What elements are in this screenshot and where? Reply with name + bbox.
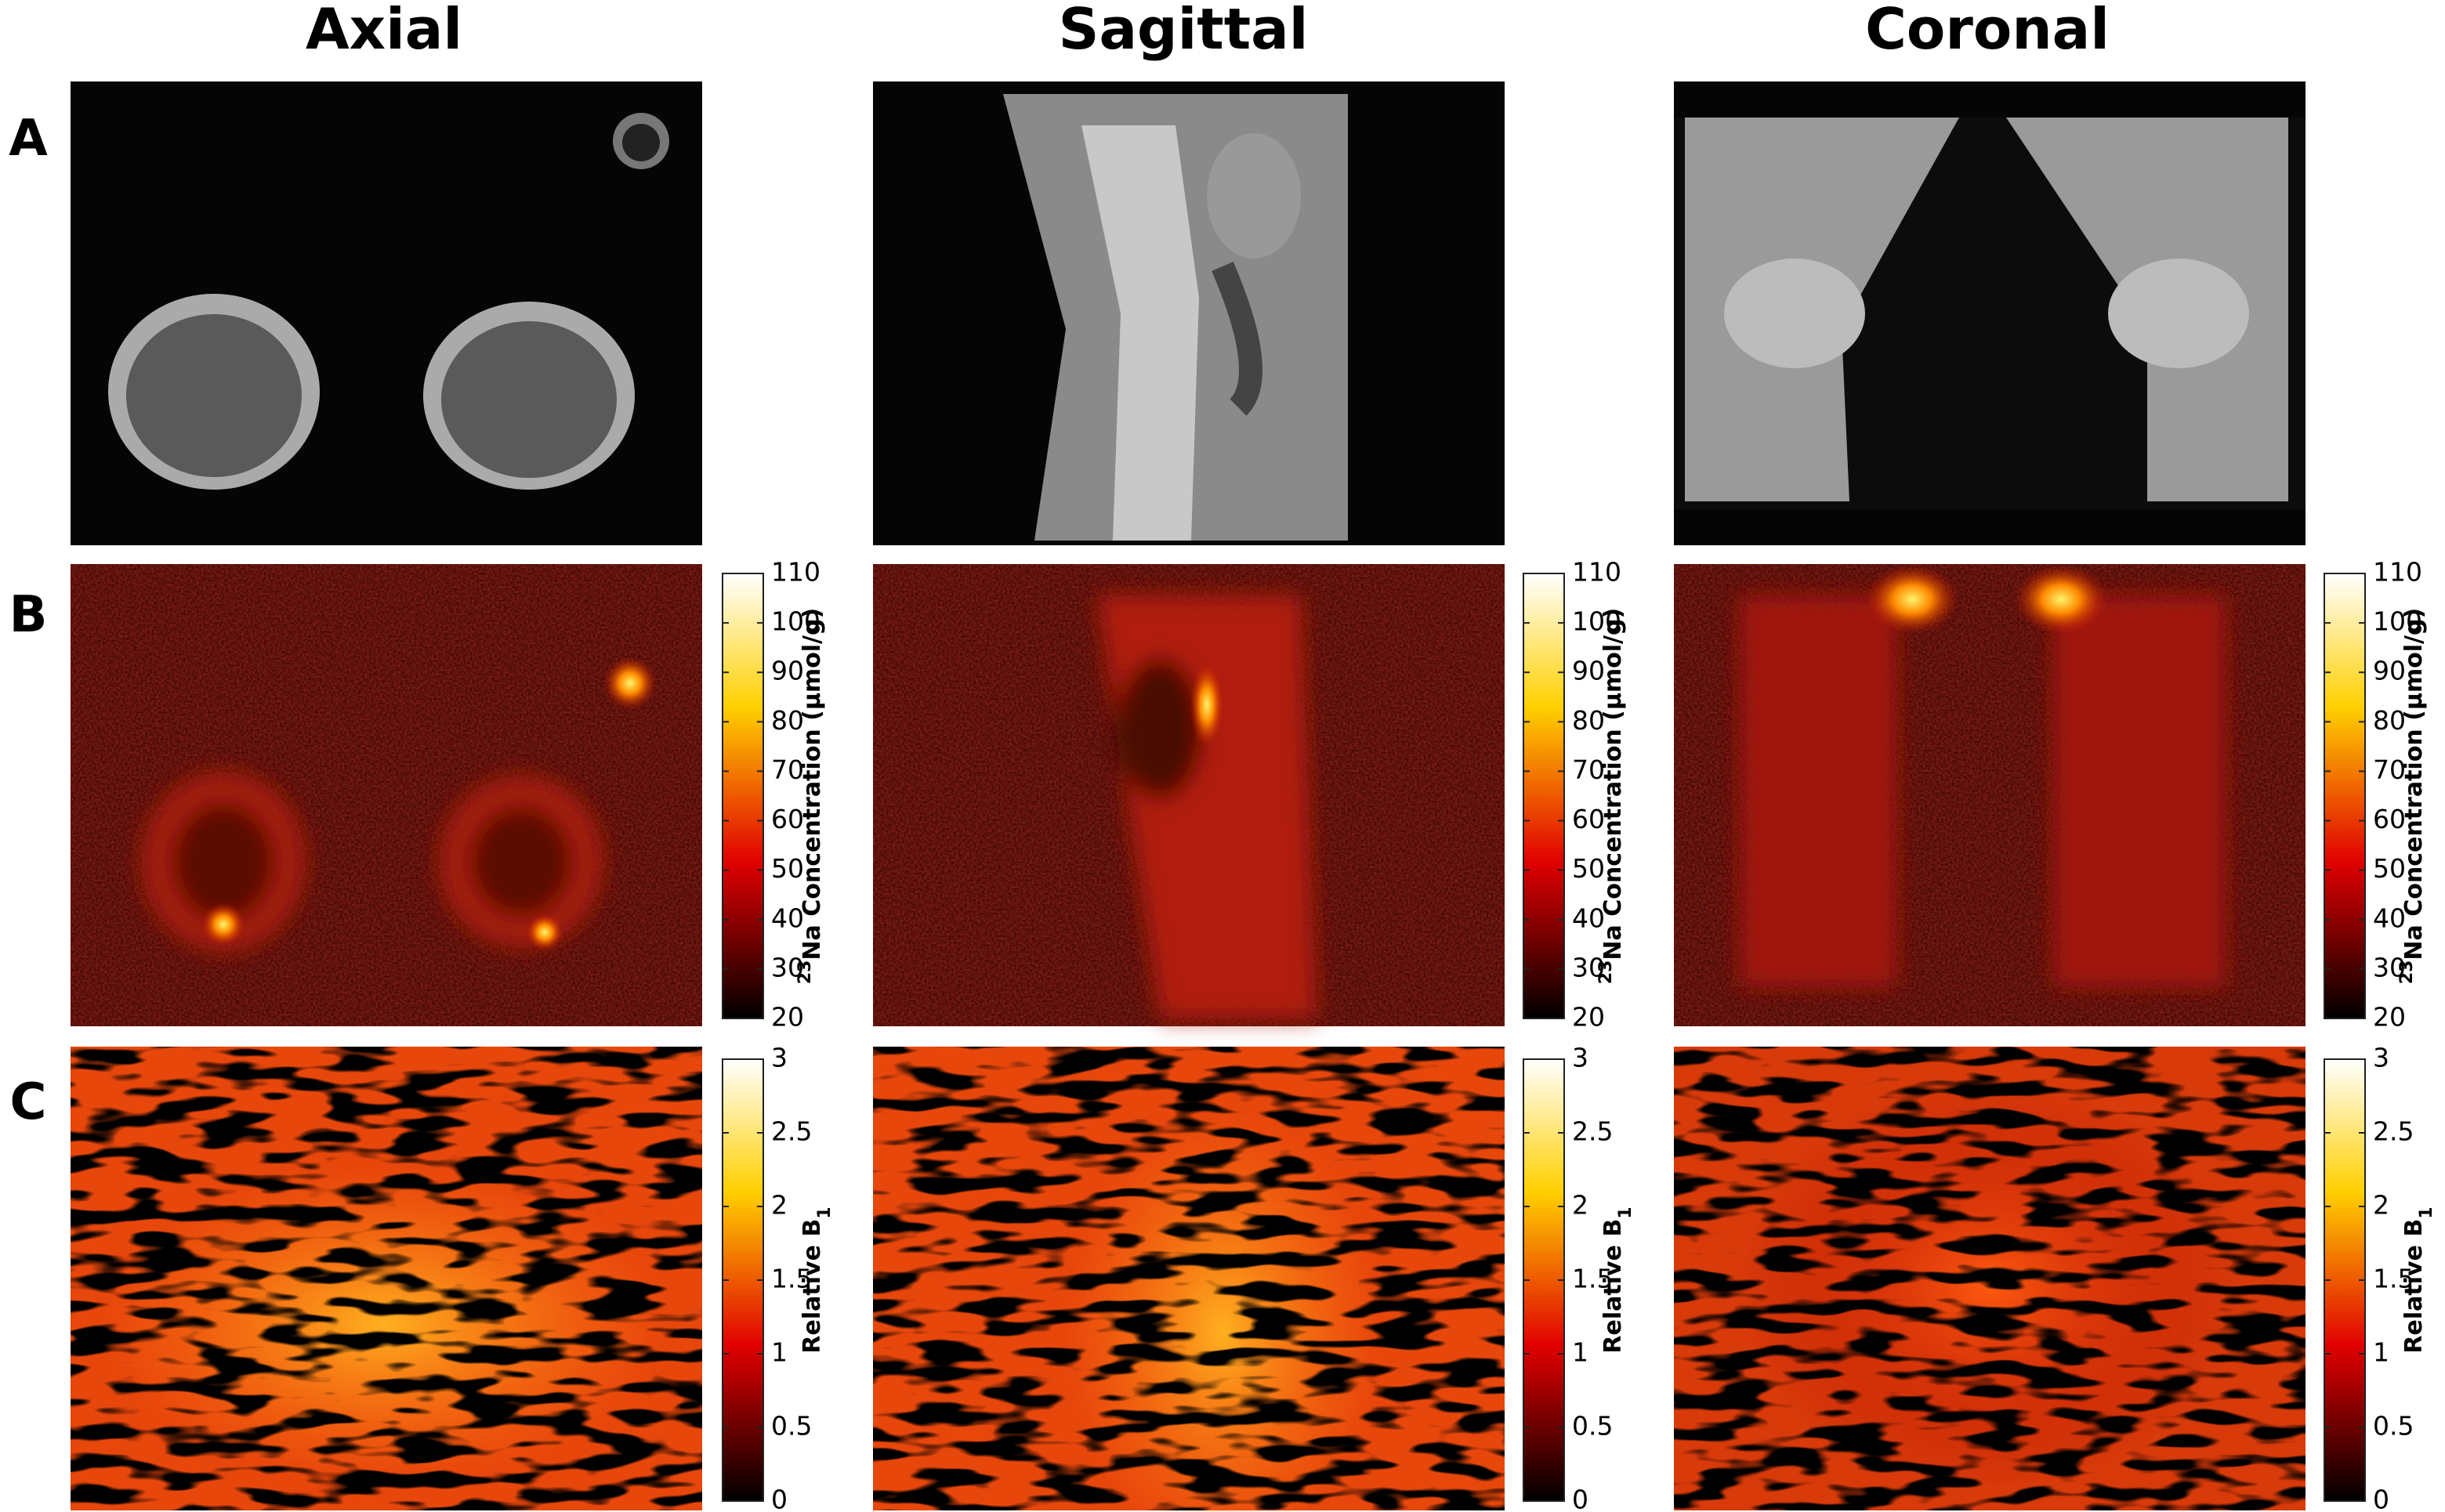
colorbar-gradient	[1523, 573, 1565, 1019]
column-title: Coronal	[1865, 0, 2110, 62]
tick-label: 0	[2373, 1485, 2389, 1512]
tick-label: 1	[2373, 1337, 2389, 1368]
tick-label: 1	[1572, 1337, 1588, 1368]
tick-label: 20	[771, 1002, 804, 1033]
tick-label: 40	[2373, 902, 2406, 933]
colorbar-gradient	[1523, 1058, 1565, 1502]
tick-label: 1.5	[1572, 1264, 1613, 1294]
colorbar-label: Relative B1	[2400, 1206, 2436, 1353]
colorbar-gradient	[722, 573, 764, 1019]
tick-label: 50	[2373, 853, 2406, 884]
tick-label: 90	[771, 656, 804, 686]
row-label: B	[9, 586, 48, 644]
label-text: Na Concentration (µmol/g)	[799, 608, 826, 960]
colorbar-gradient	[2324, 1058, 2366, 1502]
colorbar-label: 23Na Concentration (µmol/g)	[795, 608, 827, 984]
tick-label: 30	[1572, 952, 1605, 982]
colorbar: 20 30 40 50 60 70 80 90 100 110 23Na Concentration…	[2324, 557, 2428, 1033]
tick-label: 70	[1572, 754, 1605, 785]
label-superscript: 23	[1596, 960, 1616, 985]
tick-label: 60	[2373, 804, 2406, 834]
column-title: Axial	[306, 0, 462, 62]
tick-label: 2	[771, 1190, 788, 1221]
tick-label: 0.5	[2373, 1411, 2414, 1441]
tick-label: 2	[1572, 1190, 1588, 1221]
tick-label: 90	[1572, 656, 1605, 686]
label-text: Na Concentration (µmol/g)	[2400, 608, 2428, 960]
tick-label: 50	[1572, 853, 1605, 884]
label-text: Relative B	[2400, 1219, 2428, 1354]
colorbar: 20 30 40 50 60 70 80 90 100 110 23Na Concentration…	[1523, 557, 1627, 1033]
mri-sagittal	[873, 81, 1505, 545]
mri-coronal	[1674, 81, 2306, 545]
b1-map	[71, 1047, 702, 1510]
tick-label: 0	[771, 1485, 788, 1512]
colorbar: 20 30 40 50 60 70 80 90 100 110 23Na Concentration…	[722, 557, 827, 1033]
colorbar-label: 23Na Concentration (µmol/g)	[2397, 608, 2429, 984]
label-text: Na Concentration (µmol/g)	[1599, 608, 1627, 960]
tick-label: 110	[2373, 557, 2422, 588]
tick-label: 0	[1572, 1485, 1588, 1512]
tick-label: 2.5	[771, 1116, 812, 1147]
tick-label: 70	[771, 754, 804, 785]
tick-label: 110	[771, 557, 820, 588]
tick-label: 80	[771, 705, 804, 736]
tick-label: 2.5	[2373, 1116, 2414, 1147]
colorbar-label: Relative B1	[799, 1206, 835, 1353]
tick-label: 0.5	[771, 1411, 812, 1441]
tick-label: 100	[1572, 606, 1621, 637]
tick-label: 1	[771, 1337, 788, 1368]
tick-label: 1.5	[771, 1264, 812, 1294]
tick-label: 20	[1572, 1002, 1605, 1033]
tick-label: 100	[771, 606, 820, 637]
tick-label: 50	[771, 853, 804, 884]
row-label: A	[9, 110, 48, 168]
column-title: Sagittal	[1059, 0, 1309, 62]
tick-label: 2	[2373, 1190, 2389, 1221]
colorbar-gradient	[2324, 573, 2366, 1019]
tick-label: 3	[1572, 1043, 1588, 1073]
tick-label: 0.5	[1572, 1411, 1613, 1441]
label-subscript: 1	[815, 1206, 835, 1218]
mri-axial	[71, 81, 702, 545]
tick-label: 2.5	[1572, 1116, 1613, 1147]
tick-label: 20	[2373, 1002, 2406, 1033]
tick-label: 40	[771, 902, 804, 933]
row-label: C	[10, 1073, 47, 1131]
label-text: Relative B	[799, 1219, 826, 1354]
colorbar-label: 23Na Concentration (µmol/g)	[1596, 608, 1628, 984]
label-subscript: 1	[2417, 1206, 2436, 1218]
tick-label: 3	[2373, 1043, 2389, 1073]
label-superscript: 23	[795, 960, 815, 985]
b1-map	[1674, 1047, 2306, 1510]
tick-label: 60	[1572, 804, 1605, 834]
tick-label: 30	[771, 952, 804, 982]
tick-label: 30	[2373, 952, 2406, 982]
tick-label: 70	[2373, 754, 2406, 785]
sodium-map	[873, 564, 1505, 1026]
tick-label: 3	[771, 1043, 788, 1073]
tick-label: 80	[1572, 705, 1605, 736]
sodium-map	[71, 564, 702, 1026]
colorbar-label: Relative B1	[1599, 1206, 1635, 1353]
tick-label: 100	[2373, 606, 2422, 637]
sodium-map	[1674, 564, 2306, 1026]
tick-label: 60	[771, 804, 804, 834]
tick-label: 80	[2373, 705, 2406, 736]
tick-label: 90	[2373, 656, 2406, 686]
b1-map	[873, 1047, 1505, 1512]
label-subscript: 1	[1616, 1206, 1635, 1218]
label-superscript: 23	[2397, 960, 2417, 985]
tick-label: 110	[1572, 557, 1621, 588]
tick-label: 1.5	[2373, 1264, 2414, 1294]
label-text: Relative B	[1599, 1219, 1627, 1354]
tick-label: 40	[1572, 902, 1605, 933]
